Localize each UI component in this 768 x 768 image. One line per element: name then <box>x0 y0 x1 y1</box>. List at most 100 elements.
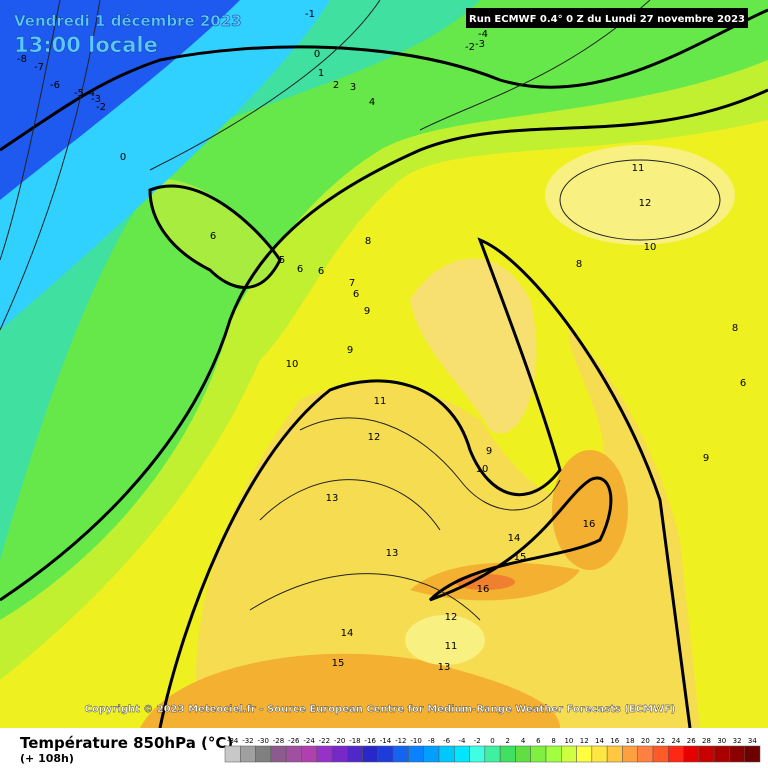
contour-label: 14 <box>341 628 354 639</box>
legend-tick-label: -6 <box>443 737 451 745</box>
legend-swatch <box>576 745 593 763</box>
legend-swatch <box>683 745 700 763</box>
legend-swatch <box>744 745 761 763</box>
legend-tick-label: -34 <box>227 737 239 745</box>
legend-swatch <box>652 745 669 763</box>
legend-swatch <box>668 745 684 763</box>
legend-swatch <box>255 745 272 763</box>
legend-tick-label: -14 <box>380 737 392 745</box>
contour-label: 12 <box>445 612 458 623</box>
legend-swatch <box>392 745 409 763</box>
color-legend: -34 -32 -30 -28 -26 -24 -22 -20 -18 -16 -14 -12 -10-… <box>224 737 761 763</box>
legend-tick-label: 16 <box>610 737 619 745</box>
contour-label: 6 <box>297 264 303 275</box>
legend-swatch <box>729 745 745 763</box>
legend-swatch <box>301 745 317 763</box>
legend-tick-label: 14 <box>595 737 604 745</box>
contour-label: 16 <box>477 584 490 595</box>
legend-swatch <box>377 745 394 763</box>
contour-label: 14 <box>508 533 521 544</box>
contour-label: 6 <box>740 378 746 389</box>
legend-swatch <box>561 745 577 763</box>
map-background <box>0 0 768 729</box>
contour-label: 10 <box>286 359 299 370</box>
legend-tick-label: -32 <box>242 737 253 745</box>
legend-tick-label: 30 <box>717 737 726 745</box>
legend-swatch <box>240 745 256 763</box>
legend-swatch <box>499 745 516 763</box>
legend-swatch <box>622 745 638 763</box>
contour-label: -2 <box>96 102 106 113</box>
legend-tick-label: 22 <box>656 737 665 745</box>
legend-swatch <box>530 745 547 763</box>
legend-tick-label: 0 <box>490 737 494 745</box>
legend-tick-label: -20 <box>334 737 345 745</box>
legend-tick-label: 8 <box>551 737 555 745</box>
legend-tick-label: 10 <box>564 737 573 745</box>
legend-swatch <box>469 745 486 763</box>
legend-tick-label: 12 <box>580 737 589 745</box>
legend-tick-label: 6 <box>536 737 541 745</box>
contour-label: 13 <box>326 493 339 504</box>
contour-label: 6 <box>210 231 216 242</box>
legend-swatch <box>545 745 562 763</box>
legend-tick-label: -28 <box>273 737 284 745</box>
contour-label: 7 <box>349 278 355 289</box>
contour-label: 6 <box>318 266 324 277</box>
legend-swatch <box>224 745 241 763</box>
legend-tick-label: 32 <box>733 737 742 745</box>
contour-label: -7 <box>34 62 44 73</box>
contour-label: 10 <box>644 242 657 253</box>
legend-swatch <box>698 745 715 763</box>
contour-label: -4 <box>85 88 95 99</box>
contour-label: 9 <box>347 345 353 356</box>
contour-label: 5 <box>279 255 285 266</box>
contour-label: -5 <box>74 88 84 99</box>
copyright: Copyright © 2023 Meteociel.fr - Source E… <box>85 704 676 715</box>
contour-label: 4 <box>369 97 375 108</box>
legend-swatch <box>285 745 302 763</box>
legend-swatch <box>423 745 440 763</box>
contour-label: 0 <box>120 152 126 163</box>
legend-tick-label: 34 <box>748 737 757 745</box>
contour-label: 8 <box>576 259 582 270</box>
legend-tick-label: -26 <box>288 737 300 745</box>
contour-label: 15 <box>332 658 345 669</box>
legend-swatch <box>408 745 424 763</box>
legend-swatch <box>316 745 333 763</box>
contour-label: 3 <box>350 82 356 93</box>
legend-tick-label: -10 <box>410 737 421 745</box>
contour-label: 1 <box>318 68 324 79</box>
legend-swatch <box>515 745 531 763</box>
contour-label: -4 <box>478 29 488 40</box>
legend-swatch <box>331 745 348 763</box>
legend-tick-label: -24 <box>303 737 315 745</box>
legend-tick-label: -18 <box>349 737 360 745</box>
contour-label: 6 <box>353 289 359 300</box>
contour-label: 11 <box>374 396 387 407</box>
legend-tick-label: -30 <box>257 737 268 745</box>
legend-tick-label: -2 <box>474 737 481 745</box>
forecast-date: Vendredi 1 décembre 2023 <box>14 12 242 30</box>
legend-tick-label: 4 <box>521 737 526 745</box>
run-box <box>466 8 748 28</box>
forecast-time: 13:00 locale <box>14 33 158 57</box>
legend-swatch <box>270 745 287 763</box>
legend-swatch <box>438 745 455 763</box>
contour-label: 12 <box>639 198 652 209</box>
contour-label: 9 <box>364 306 370 317</box>
legend-swatch <box>347 745 363 763</box>
contour-label: 11 <box>632 163 645 174</box>
legend-tick-label: -8 <box>428 737 435 745</box>
legend-swatch <box>637 745 654 763</box>
contour-label: -3 <box>475 39 485 50</box>
footer-title: Température 850hPa (°C) <box>20 734 233 752</box>
legend-swatch <box>484 745 501 763</box>
contour-label: 13 <box>438 662 451 673</box>
contour-label: 0 <box>314 49 320 60</box>
footer-subtitle: (+ 108h) <box>20 752 74 765</box>
legend-tick-label: 24 <box>671 737 680 745</box>
legend-tick-label: 18 <box>626 737 635 745</box>
